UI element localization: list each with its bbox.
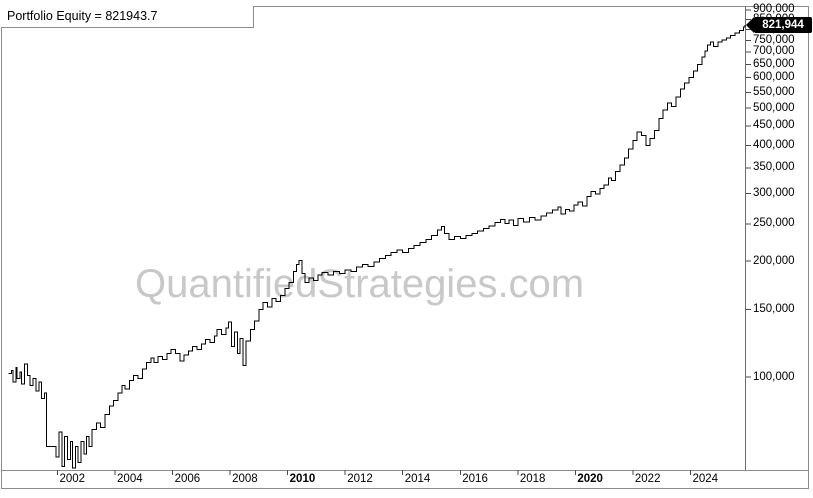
x-axis-label: 2010 [289, 473, 316, 485]
y-axis-label: 450,000 [753, 119, 795, 132]
x-axis-label: 2004 [117, 473, 143, 485]
watermark-text: QuantifiedStrategies.com [135, 262, 585, 306]
y-axis-label: 400,000 [753, 138, 795, 151]
x-axis-label: 2024 [692, 473, 719, 485]
last-price-tag: 821,944 [746, 17, 812, 33]
x-axis-label: 2020 [577, 473, 603, 485]
y-axis-label: 500,000 [753, 101, 795, 114]
equity-curve-line [8, 25, 746, 469]
chart-outer-border [1, 6, 809, 489]
chart-title: Portfolio Equity = 821943.7 [7, 9, 158, 23]
y-axis-label: 600,000 [753, 71, 795, 84]
y-axis-separator-line [745, 6, 746, 470]
x-axis-label: 2018 [519, 473, 546, 485]
y-axis-label: 150,000 [753, 302, 795, 315]
y-axis-label: 100,000 [753, 370, 795, 383]
chart-title-box: Portfolio Equity = 821943.7 [1, 6, 254, 28]
x-axis-label: 2016 [462, 473, 488, 485]
y-axis-label: 250,000 [753, 217, 795, 230]
y-axis-label: 300,000 [753, 186, 795, 199]
y-axis-label: 700,000 [753, 45, 795, 58]
price-tag-value: 821,944 [754, 17, 812, 33]
x-axis-label: 2014 [404, 473, 431, 485]
y-axis-label: 350,000 [753, 161, 795, 174]
x-axis-label: 2006 [174, 473, 201, 485]
y-axis-label: 750,000 [753, 33, 795, 46]
y-axis-label: 900,000 [753, 3, 795, 16]
y-axis-label: 650,000 [753, 57, 795, 70]
x-axis-label: 2022 [634, 473, 661, 485]
price-tag-arrow-icon [746, 17, 754, 33]
y-axis-label: 550,000 [753, 85, 795, 98]
x-axis-label: 2002 [59, 473, 86, 485]
x-axis-label: 2008 [232, 473, 258, 485]
x-axis-label: 2012 [347, 473, 373, 485]
x-axis-separator-line [1, 470, 809, 471]
y-axis-label: 200,000 [753, 254, 795, 267]
